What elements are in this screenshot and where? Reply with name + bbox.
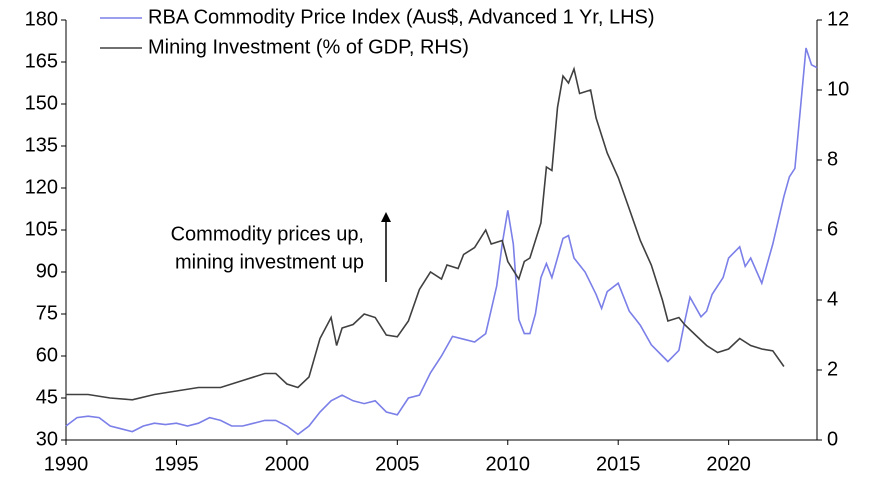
x-tick-label: 2020 [706,453,751,475]
x-tick-label: 2010 [486,453,531,475]
y-tick-label: 180 [25,8,58,30]
y-tick-label: 30 [36,428,58,450]
series-line [65,47,818,436]
y-tick-label: 165 [25,50,58,72]
x-tick-label: 1990 [44,453,89,475]
annotation-arrowhead [381,212,391,222]
x-tick-label: 1995 [154,453,199,475]
y2-tick-label: 2 [827,358,838,380]
x-tick-label: 2015 [596,453,641,475]
y-tick-label: 150 [25,92,58,114]
x-tick-label: 2000 [265,453,310,475]
y2-tick-label: 12 [827,8,849,30]
y2-tick-label: 10 [827,78,849,100]
y2-tick-label: 4 [827,288,838,310]
y2-tick-label: 6 [827,218,838,240]
y-tick-label: 105 [25,218,58,240]
y-tick-label: 45 [36,386,58,408]
y-tick-label: 135 [25,134,58,156]
y-tick-label: 60 [36,344,58,366]
y-tick-label: 120 [25,176,58,198]
annotation: Commodity prices up, [171,223,364,245]
x-tick-label: 2005 [375,453,420,475]
y-tick-label: 75 [36,302,58,324]
y-tick-label: 90 [36,260,58,282]
annotation: mining investment up [175,251,364,273]
series-line [66,66,785,401]
y2-tick-label: 8 [827,148,838,170]
y2-tick-label: 0 [827,428,838,450]
legend-label: Mining Investment (% of GDP, RHS) [148,36,469,58]
legend-label: RBA Commodity Price Index (Aus$, Advance… [148,6,655,28]
